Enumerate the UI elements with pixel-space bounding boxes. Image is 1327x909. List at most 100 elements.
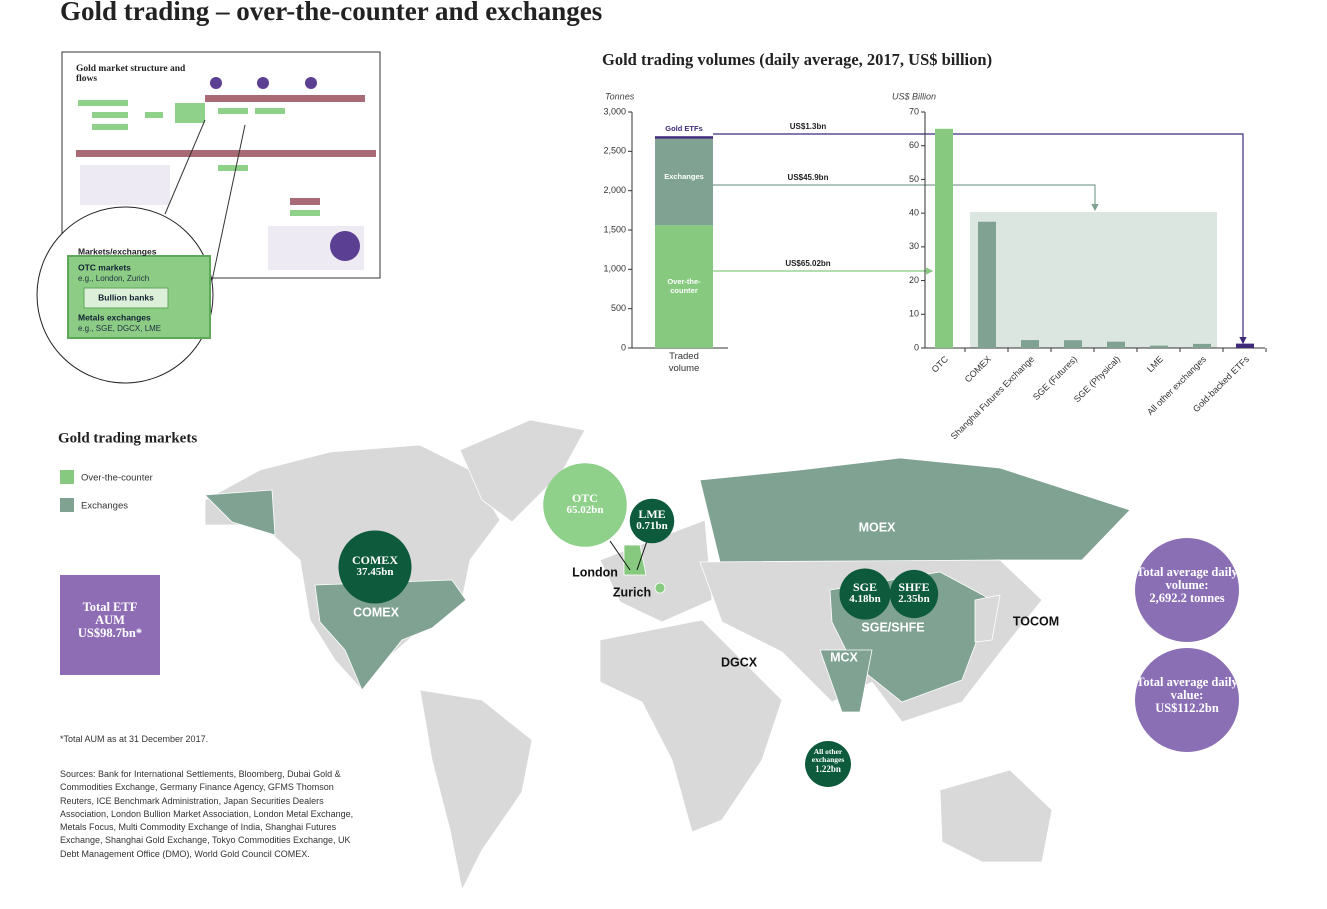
stack-segment [655,138,713,226]
annotation: US$65.02bn [785,259,830,268]
zoom-otc: OTC markets [78,262,131,272]
bubble-value: 65.02bn [566,504,604,516]
legend-label: Over-the-counter [81,473,153,484]
zoom-heading: Markets/exchanges [78,246,157,256]
bar [1193,343,1211,348]
market-bubble [629,498,675,544]
sources: Sources: Bank for International Settleme… [60,769,354,859]
stack-segment [655,136,713,139]
annotation: US$1.3bn [790,122,827,131]
bubble-value: 4.18bn [849,593,881,605]
total-heading: Total average daily volume: [1136,565,1238,592]
place-label: DGCX [721,655,758,669]
bubble-value: 0.71bn [636,520,668,532]
bubble-text: SGE 4.18bn [839,581,890,605]
y-tick-label: 30 [909,241,919,251]
y-axis-label: Tonnes [605,91,635,101]
y-tick-label: 60 [909,140,919,150]
bar [978,221,996,348]
total-text: Total average daily value: US$112.2bn [1135,676,1239,715]
segment-label: Over-the-counter [667,276,701,295]
bubble-text: COMEX 37.45bn [338,554,411,578]
zoom-otc-examples: e.g., London, Zurich [78,274,149,283]
y-tick-label: 50 [909,174,919,184]
market-bubble [543,463,627,547]
y-tick-label: 70 [909,106,919,116]
bubble-name: OTC [571,491,598,505]
structure-thumbnail [36,51,381,384]
bubble-name: COMEX [351,553,398,567]
bar [1064,340,1082,348]
place-label: London [572,565,618,579]
y-tick-label: 500 [611,303,626,313]
y-tick-label: 2,500 [603,146,626,156]
exchange-highlight [970,212,1217,348]
x-tick-label: Shanghai Futures Exchange [949,354,1036,441]
zoom-metals: Metals exchanges [78,312,151,322]
stack-segment [655,225,713,348]
zoom-metals-examples: e.g., SGE, DGCX, LME [78,324,161,333]
zoom-banks: Bullion banks [98,292,154,302]
thumbnail-title: Gold market structure and flows [76,64,186,84]
chart-title: Gold trading volumes (daily average, 201… [602,50,992,69]
world-map [204,419,1131,892]
bubble-text: LME 0.71bn [630,508,675,532]
etf-box: Total ETF AUM US$98.7bn* [60,575,160,675]
place-label: Zurich [613,585,651,599]
total-text: Total average daily volume: 2,692.2 tonne… [1135,566,1239,605]
total-value: US$112.2bn [1155,701,1219,715]
legend-swatch [60,498,74,512]
bubble-name: LME [638,507,666,521]
segment-label: Gold ETFs [665,124,703,134]
bar [1107,341,1125,348]
bubble-text: All other exchanges 1.22bn [805,748,851,775]
etf-value: US$98.7bn* [77,626,143,640]
annotation: US$45.9bn [788,173,829,182]
y-tick-label: 0 [621,342,626,352]
place-label: SGE/SHFE [861,620,924,634]
segment-label: Exchanges [664,171,704,181]
place-label: TOCOM [1013,614,1059,628]
footnote: *Total AUM as at 31 December 2017. [60,734,209,744]
x-tick-label: LME [1145,354,1165,374]
market-bubble [889,569,939,619]
y-tick-label: 1,500 [603,224,626,234]
total-value: 2,692.2 tonnes [1149,591,1225,605]
legend-swatch [60,470,74,484]
y-tick-label: 0 [914,342,919,352]
leader-line [609,540,631,571]
place-label: COMEX [353,605,400,619]
bubble-value: 37.45bn [356,566,394,578]
market-bubble [839,568,891,620]
bar [1236,343,1254,348]
bar [1021,340,1039,348]
x-tick-label: SGE (Physical) [1072,354,1122,404]
bar [935,128,953,348]
bubble-name: All other exchanges [811,747,845,764]
legend-label: Exchanges [81,501,128,512]
total-heading: Total average daily value: [1136,675,1238,702]
bubble-name: SHFE [898,580,930,594]
bubble-name: SGE [852,580,877,594]
etf-heading: Total ETF AUM [82,600,138,627]
y-tick-label: 20 [909,275,919,285]
total-circle [1135,538,1239,642]
bubble-value: 2.35bn [898,593,930,605]
annotation-lines [713,133,1247,345]
x-tick-label: COMEX [963,354,993,384]
y-tick-label: 3,000 [603,106,626,116]
market-bubble [805,741,851,787]
leader-line [636,540,648,571]
page-title: Gold trading – over-the-counter and exch… [60,0,602,26]
place-label: MOEX [859,520,896,534]
x-tick-label: OTC [930,354,951,375]
total-circle [1135,648,1239,752]
bubble-value: 1.22bn [815,764,841,774]
market-bubble [338,530,412,604]
map-title: Gold trading markets [58,430,197,446]
y-tick-label: 40 [909,208,919,218]
y-axis-label: US$ Billion [892,91,936,101]
y-tick-label: 10 [909,309,919,319]
